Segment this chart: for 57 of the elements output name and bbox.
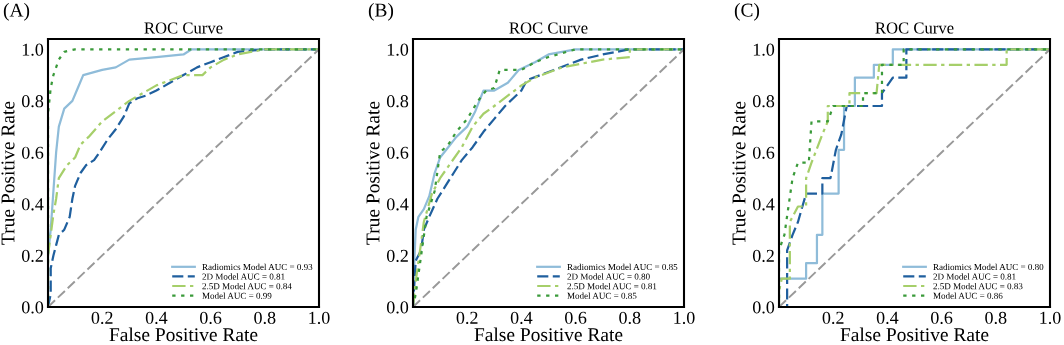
legend-label: Model AUC = 0.85 xyxy=(567,292,637,299)
y-tick-label: 0.0 xyxy=(21,301,44,314)
y-tick-label: 0.8 xyxy=(21,95,44,108)
legend-label: Radiomics Model AUC = 0.80 xyxy=(933,263,1044,271)
y-tick-label: 1.0 xyxy=(753,43,775,56)
x-tick-label: 0.4 xyxy=(145,311,168,324)
x-tick-label: 1.0 xyxy=(309,311,330,324)
legend-label: Model AUC = 0.86 xyxy=(933,292,1003,299)
legend-label: 2D Model AUC = 0.81 xyxy=(933,273,1016,280)
chart-title: ROC Curve xyxy=(875,22,954,34)
y-tick-label: 0.4 xyxy=(752,198,775,211)
y-tick-label: 0.0 xyxy=(752,301,775,314)
text: (A) xyxy=(3,3,30,21)
x-tick-label: 0.4 xyxy=(876,311,899,324)
x-tick-label: 1.0 xyxy=(1040,311,1061,324)
y-tick-label: 0.6 xyxy=(752,146,775,159)
y-tick-label: 0.2 xyxy=(21,249,43,262)
x-tick-label: 0.8 xyxy=(985,311,1007,324)
x-axis-title: False Positive Rate xyxy=(474,327,623,342)
x-tick-label: 1.0 xyxy=(674,311,695,324)
y-axis-title: True Positive Rate xyxy=(366,101,380,245)
x-axis-title: False Positive Rate xyxy=(840,327,989,342)
chart-title: ROC Curve xyxy=(144,22,223,34)
legend-label: 2D Model AUC = 0.81 xyxy=(202,273,285,280)
y-tick-label: 1.0 xyxy=(22,43,44,56)
y-tick-label: 0.8 xyxy=(386,95,409,108)
y-tick-label: 0.6 xyxy=(21,146,44,159)
x-tick-label: 0.6 xyxy=(565,311,587,324)
x-tick-label: 0.2 xyxy=(91,311,113,324)
legend-label: Radiomics Model AUC = 0.85 xyxy=(567,263,678,271)
y-tick-label: 0.8 xyxy=(752,95,775,108)
x-axis-title: False Positive Rate xyxy=(109,327,258,342)
legend-label: 2.5D Model AUC = 0.81 xyxy=(567,282,657,290)
y-tick-label: 0.6 xyxy=(386,146,409,159)
legend-label: Radiomics Model AUC = 0.93 xyxy=(202,263,313,271)
y-tick-label: 1.0 xyxy=(387,43,409,56)
x-tick-label: 0.6 xyxy=(200,311,222,324)
y-tick-label: 0.2 xyxy=(386,249,408,262)
y-tick-label: 0.4 xyxy=(21,198,44,211)
x-tick-label: 0.4 xyxy=(510,311,533,324)
x-tick-label: 0.8 xyxy=(254,311,276,324)
legend-label: 2.5D Model AUC = 0.84 xyxy=(202,282,292,290)
chart-title: ROC Curve xyxy=(509,22,588,34)
y-tick-label: 0.2 xyxy=(752,249,774,262)
legend-label: 2D Model AUC = 0.80 xyxy=(567,273,650,280)
x-tick-label: 0.2 xyxy=(456,311,478,324)
legend-label: Model AUC = 0.99 xyxy=(202,292,272,299)
x-tick-label: 0.2 xyxy=(822,311,844,324)
y-tick-label: 0.4 xyxy=(386,198,409,211)
y-tick-label: 0.0 xyxy=(386,301,409,314)
y-axis-title: True Positive Rate xyxy=(732,101,746,245)
text: (B) xyxy=(368,3,394,21)
legend-label: 2.5D Model AUC = 0.83 xyxy=(933,282,1023,290)
x-tick-label: 0.6 xyxy=(931,311,953,324)
x-tick-label: 0.8 xyxy=(619,311,641,324)
text: (C) xyxy=(734,3,760,21)
y-axis-title: True Positive Rate xyxy=(1,101,15,245)
